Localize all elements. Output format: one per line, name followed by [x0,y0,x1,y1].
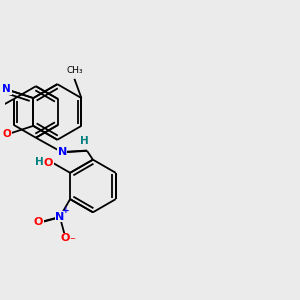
Text: N: N [2,85,11,94]
Text: N: N [58,147,67,157]
Text: CH₃: CH₃ [66,66,83,75]
Text: N: N [55,212,64,222]
Text: H: H [80,136,89,146]
Text: O: O [2,130,11,140]
Text: H: H [34,157,43,167]
Text: O: O [44,158,53,168]
Text: +: + [62,206,70,215]
Text: O: O [34,217,43,227]
Text: ⁻: ⁻ [69,236,75,246]
Text: O: O [60,233,70,243]
